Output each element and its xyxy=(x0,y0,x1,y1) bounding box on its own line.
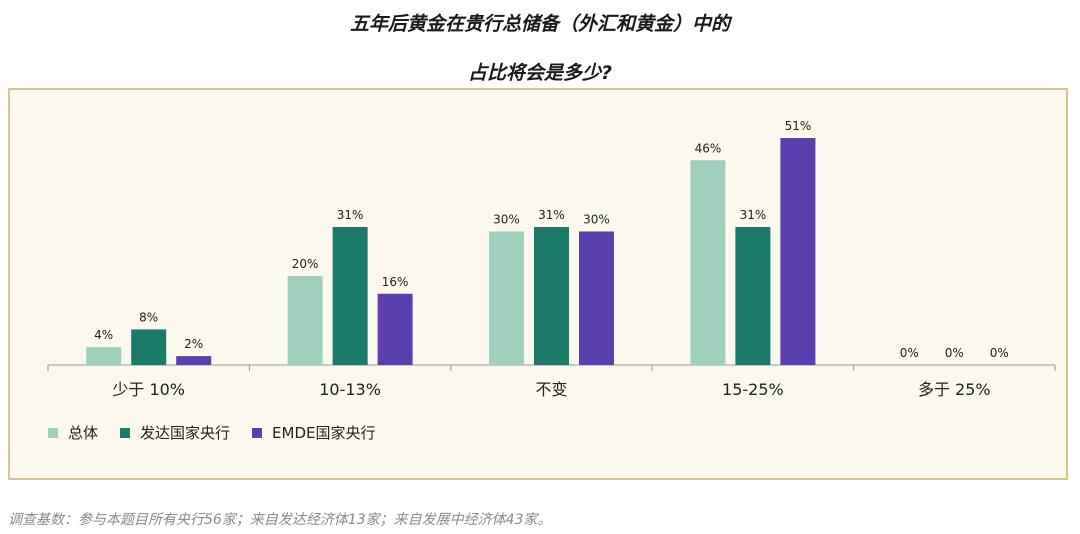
x-tick-label: 10-13% xyxy=(319,380,381,399)
legend-swatch-overall xyxy=(48,427,58,438)
x-tick-label: 多于 25% xyxy=(918,380,991,399)
legend-label-emde: EMDE国家央行 xyxy=(272,424,376,442)
bar xyxy=(86,347,122,365)
data-label: 46% xyxy=(695,141,722,155)
bar xyxy=(780,138,816,365)
chart-title-line-1: 五年后黄金在贵行总储备（外汇和黄金）中的 xyxy=(349,13,730,35)
data-label: 4% xyxy=(94,328,113,342)
data-label: 20% xyxy=(292,257,319,271)
legend-swatch-emde xyxy=(252,427,263,438)
bar xyxy=(176,356,212,365)
chart-title-line-2: 占比将会是多少? xyxy=(467,62,613,84)
data-label: 0% xyxy=(900,346,919,360)
bar xyxy=(287,275,323,365)
legend-item-developed: 发达国家央行 xyxy=(120,422,230,443)
bar xyxy=(131,329,167,365)
legend-item-emde: EMDE国家央行 xyxy=(252,422,375,443)
bar xyxy=(735,227,771,365)
bar xyxy=(579,231,614,365)
data-label: 16% xyxy=(382,275,409,289)
bar xyxy=(489,231,524,365)
legend-item-overall: 总体 xyxy=(48,422,98,443)
legend-label-developed: 发达国家央行 xyxy=(140,424,231,442)
bar xyxy=(332,227,368,365)
legend: 总体 发达国家央行 EMDE国家央行 xyxy=(48,422,397,443)
x-tick-label: 15-25% xyxy=(722,380,784,399)
data-label: 30% xyxy=(493,212,520,226)
x-tick-label: 少于 10% xyxy=(112,380,185,399)
legend-swatch-developed xyxy=(120,427,131,438)
data-label: 8% xyxy=(139,310,158,324)
data-label: 51% xyxy=(785,119,812,133)
bar xyxy=(690,160,726,365)
footnote: 调查基数：参与本题目所有央行56家；来自发达经济体13家；来自发展中经济体43家… xyxy=(8,512,552,528)
legend-label-overall: 总体 xyxy=(68,424,99,442)
bar xyxy=(377,293,413,365)
data-label: 31% xyxy=(538,208,565,222)
data-label: 2% xyxy=(184,337,203,351)
data-label: 0% xyxy=(990,346,1009,360)
data-label: 30% xyxy=(583,212,610,226)
bar xyxy=(534,227,569,365)
x-tick-label: 不变 xyxy=(535,380,567,399)
data-label: 0% xyxy=(945,346,964,360)
data-label: 31% xyxy=(740,208,767,222)
data-label: 31% xyxy=(337,208,364,222)
